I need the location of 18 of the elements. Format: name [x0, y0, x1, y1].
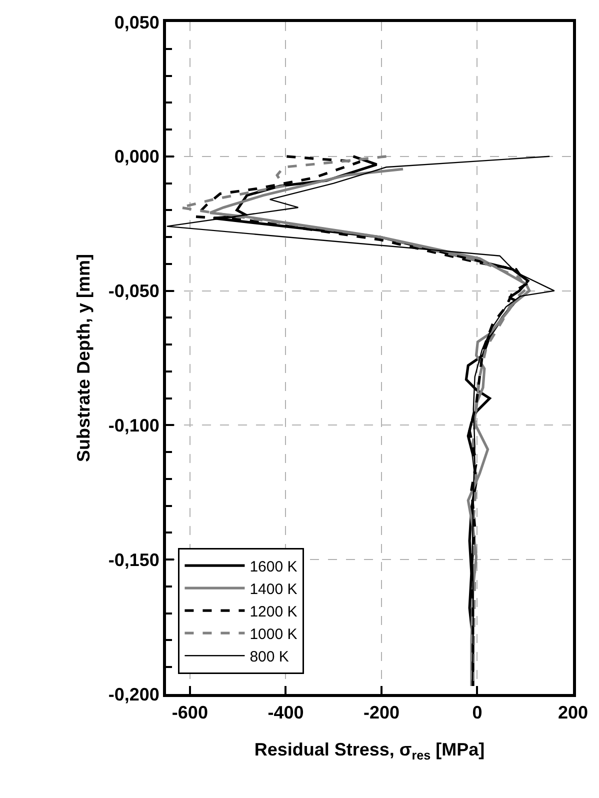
y-tick-label: -0,150 — [108, 550, 160, 570]
y-tick-label: -0,100 — [108, 416, 160, 436]
x-tick-label: -200 — [363, 702, 400, 723]
y-tick-label: 0,050 — [114, 12, 160, 32]
x-tick-label: -600 — [172, 702, 208, 723]
y-axis-title: Substrate Depth, y [mm] — [74, 254, 94, 462]
y-tick-label: 0,000 — [114, 146, 160, 167]
legend-label: 1200 K — [250, 603, 298, 620]
x-axis-title: Residual Stress, σ$_{res}$ [MPa] — [254, 740, 485, 762]
legend-label: 1600 K — [250, 558, 298, 576]
y-tick-label: -0,200 — [108, 684, 160, 704]
x-tick-label: -400 — [268, 702, 304, 723]
legend-label: 1000 K — [250, 626, 298, 643]
x-tick-label: 0 — [472, 702, 482, 723]
y-tick-label: -0,050 — [108, 281, 160, 302]
x-tick-label: 200 — [558, 702, 588, 723]
legend-label: 1400 K — [250, 580, 298, 598]
legend-label: 800 K — [250, 648, 289, 666]
